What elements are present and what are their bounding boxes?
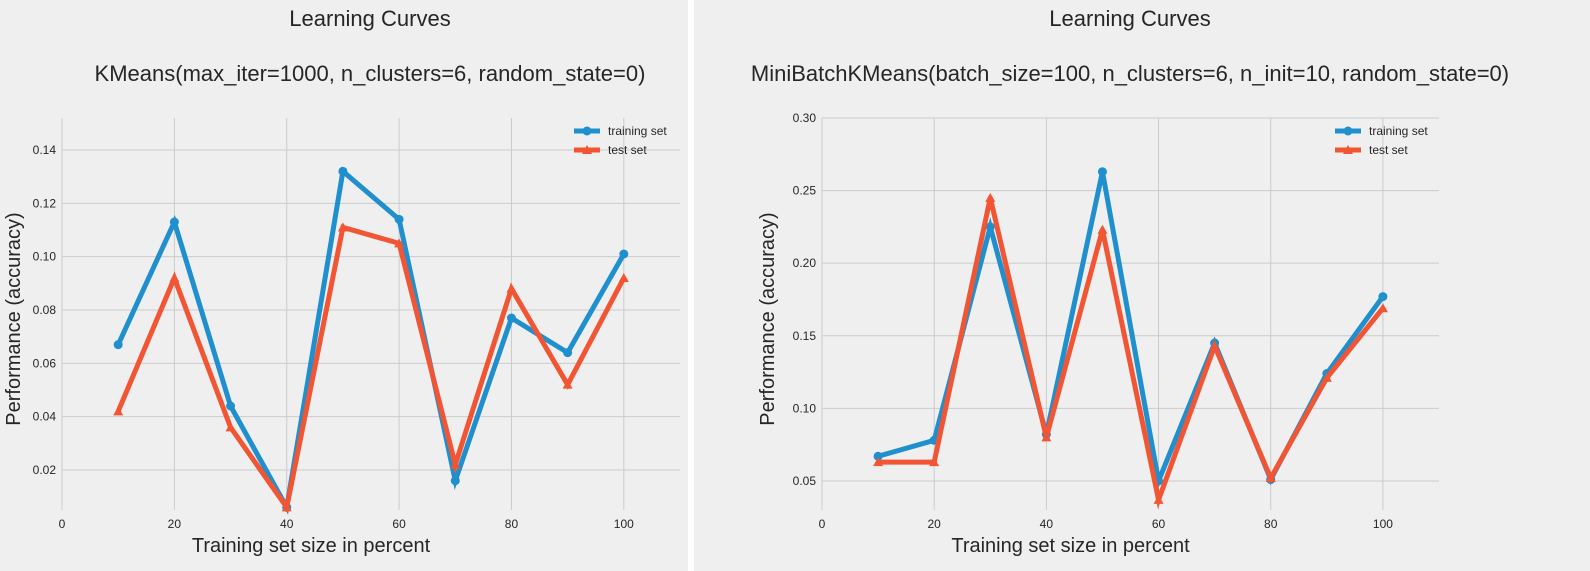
test-point [985, 192, 996, 202]
training-point [985, 222, 995, 232]
y-tick-label: 0.05 [793, 474, 817, 488]
y-axis-label: Performance (accuracy) [757, 212, 779, 425]
y-tick-label: 0.08 [33, 303, 57, 317]
x-axis-label: Training set size in percent [951, 535, 1190, 557]
training-point [563, 348, 573, 358]
chart-subtitle: MiniBatchKMeans(batch_size=100, n_cluste… [751, 61, 1509, 86]
legend-label: training set [1369, 124, 1428, 138]
test-point [1153, 494, 1164, 504]
x-tick-label: 100 [614, 517, 634, 531]
x-tick-label: 20 [168, 517, 182, 531]
x-tick-label: 40 [1040, 517, 1054, 531]
training-point [873, 451, 883, 461]
chart-title: Learning Curves [289, 6, 450, 31]
x-tick-label: 40 [280, 517, 294, 531]
series-line-training [877, 171, 1385, 490]
test-point [562, 379, 573, 389]
training-point [169, 217, 179, 227]
y-tick-label: 0.10 [33, 250, 57, 264]
y-tick-label: 0.20 [793, 256, 817, 270]
test-point [1209, 340, 1220, 350]
x-tick-label: 60 [1152, 517, 1166, 531]
series-line-test [115, 224, 627, 514]
y-tick-label: 0.12 [33, 196, 57, 210]
test-point [929, 457, 940, 467]
training-point [113, 340, 123, 350]
y-tick-label: 0.14 [33, 143, 57, 157]
test-point [1097, 224, 1108, 234]
y-tick-label: 0.10 [793, 401, 817, 415]
x-tick-label: 100 [1373, 517, 1393, 531]
test-point [506, 283, 517, 293]
test-point [873, 457, 884, 467]
test-point [113, 406, 124, 416]
x-tick-label: 0 [59, 517, 66, 531]
training-point [338, 166, 348, 176]
test-point [281, 502, 292, 512]
training-point [619, 249, 629, 259]
test-point [1377, 303, 1388, 313]
legend-marker-training [1343, 126, 1353, 136]
test-point [169, 273, 180, 282]
training-point [226, 401, 236, 411]
chart-title: Learning Curves [1049, 6, 1210, 31]
x-axis-label: Training set size in percent [192, 535, 431, 557]
y-tick-label: 0.06 [33, 356, 57, 370]
training-point [450, 476, 460, 486]
chart-minibatch-kmeans: Learning Curves MiniBatchKMeans(batch_siz… [751, 6, 1509, 557]
legend-marker-test [582, 145, 592, 154]
test-point [337, 222, 348, 232]
legend-marker-training [582, 126, 592, 136]
x-tick-label: 60 [392, 517, 406, 531]
x-tick-label: 80 [505, 517, 519, 531]
test-point [1321, 372, 1332, 382]
y-tick-label: 0.30 [793, 111, 817, 125]
test-point [450, 459, 461, 469]
training-point [1378, 292, 1388, 302]
x-tick-label: 20 [928, 517, 942, 531]
training-point [394, 214, 404, 224]
chart-kmeans: Learning Curves KMeans(max_iter=1000, n_c… [3, 6, 680, 557]
chart-panel-kmeans: Learning Curves KMeans(max_iter=1000, n_c… [0, 0, 688, 571]
x-tick-label: 0 [819, 517, 826, 531]
y-tick-label: 0.04 [33, 410, 57, 424]
y-tick-label: 0.15 [793, 329, 817, 343]
y-tick-label: 0.25 [793, 184, 817, 198]
x-tick-label: 80 [1264, 517, 1278, 531]
training-point [506, 313, 516, 323]
y-axis-label: Performance (accuracy) [3, 212, 25, 425]
test-point [1265, 473, 1276, 483]
series-line-test [878, 197, 1385, 509]
training-point [1097, 167, 1107, 177]
test-point [225, 422, 236, 432]
legend-label: training set [608, 124, 667, 138]
legend-marker-test [1343, 145, 1353, 154]
legend-label: test set [1369, 143, 1408, 157]
test-point [1041, 432, 1052, 442]
chart-panel-minibatch-kmeans: Learning Curves MiniBatchKMeans(batch_siz… [694, 0, 1590, 571]
y-tick-label: 0.02 [33, 463, 57, 477]
test-point [394, 238, 405, 248]
test-point [618, 273, 629, 282]
series-line-training [115, 166, 626, 515]
legend-label: test set [608, 143, 647, 157]
chart-subtitle: KMeans(max_iter=1000, n_clusters=6, rand… [95, 61, 646, 86]
